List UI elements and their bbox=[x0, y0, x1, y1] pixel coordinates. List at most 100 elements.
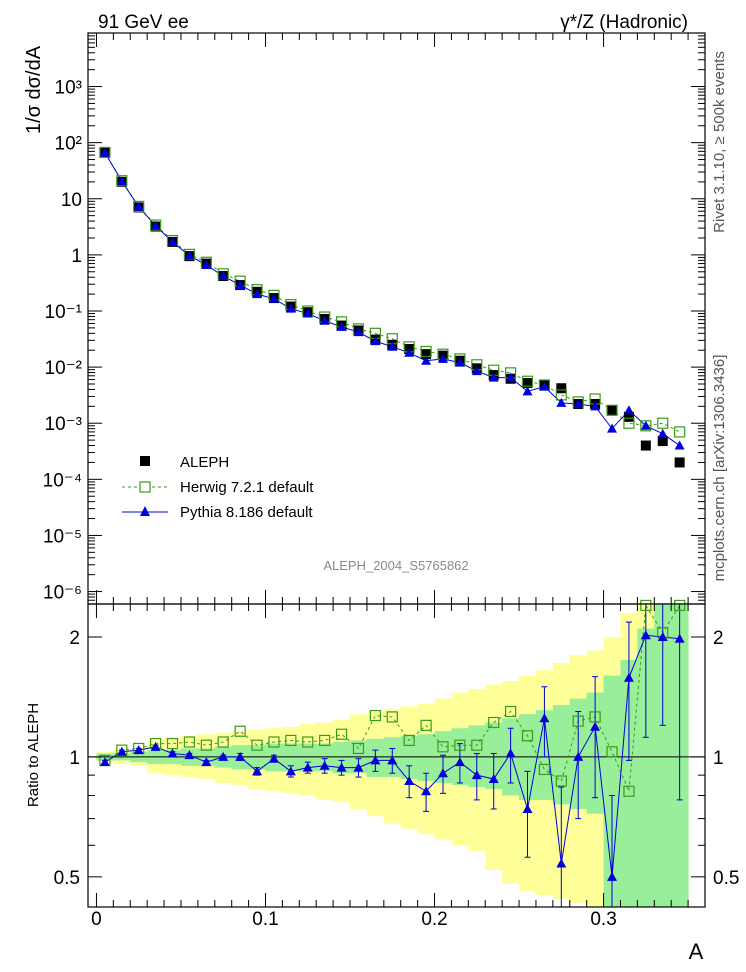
legend-pythia-label: Pythia 8.186 default bbox=[180, 504, 313, 521]
pythia-ratio-point bbox=[437, 768, 448, 778]
pythia-point bbox=[116, 176, 127, 186]
pythia-point bbox=[370, 336, 381, 346]
ratio-y-tick-labels: 0.5 0.5 1 1 2 2 bbox=[54, 628, 740, 889]
side-label-bottom: mcplots.cern.ch [arXiv:1306.3436] bbox=[711, 355, 728, 582]
top-y-tick-label: 10⁻¹ bbox=[45, 302, 83, 323]
x-tick-labels: 0 0.1 0.2 0.3 bbox=[91, 909, 617, 930]
herwig-ratio-line bbox=[104, 603, 681, 792]
stat-uncertainty-band bbox=[603, 675, 621, 907]
pythia-ratio-point bbox=[640, 630, 651, 640]
stat-uncertainty-band bbox=[417, 734, 436, 782]
pythia-ratio-point bbox=[556, 858, 567, 868]
pythia-ratio-point bbox=[302, 762, 313, 772]
pythia-point bbox=[640, 420, 651, 430]
herwig-ratio-point bbox=[454, 739, 466, 751]
pythia-ratio-point bbox=[370, 755, 381, 765]
herwig-ratio-point bbox=[555, 775, 567, 787]
pythia-ratio-point bbox=[99, 757, 110, 767]
legend-aleph-label: ALEPH bbox=[180, 454, 229, 471]
pythia-ratio-point bbox=[387, 755, 398, 765]
pythia-ratio-point bbox=[539, 713, 550, 723]
ratio-y-tick-label-left: 2 bbox=[69, 628, 80, 649]
pythia-point bbox=[437, 353, 448, 363]
pythia-ratio-point bbox=[336, 762, 347, 772]
legend-herwig-marker bbox=[139, 481, 151, 493]
herwig-ratio-point bbox=[369, 709, 381, 722]
pythia-point bbox=[319, 315, 330, 325]
top-y-axis-label: 1/σ dσ/dA bbox=[23, 45, 45, 134]
pythia-point bbox=[353, 327, 364, 337]
pythia-ratio-point bbox=[218, 751, 229, 761]
herwig-ratio-point bbox=[606, 746, 618, 758]
ratio-y-tick-label-right: 0.5 bbox=[713, 868, 739, 889]
main-distribution-panel: 10⁻⁶ 10⁻⁵ 10⁻⁴ 10⁻³ 10⁻² 10⁻¹ 1 10 10² 10³ 1/σ dσ… bbox=[23, 32, 706, 605]
herwig-ratio-point bbox=[352, 742, 365, 755]
header-right: γ*/Z (Hadronic) bbox=[560, 12, 688, 33]
pythia-ratio-point bbox=[607, 871, 618, 881]
ratio-y-tick-label-right: 1 bbox=[713, 748, 724, 769]
pythia-ratio-point bbox=[657, 631, 668, 641]
aleph-point bbox=[421, 349, 432, 360]
pythia-point bbox=[657, 428, 668, 438]
pythia-point bbox=[99, 147, 110, 157]
aleph-point bbox=[522, 378, 533, 389]
stat-uncertainty-band bbox=[637, 628, 655, 907]
top-y-tick-label: 10³ bbox=[55, 78, 82, 99]
top-y-tick-label: 10⁻⁵ bbox=[43, 526, 82, 547]
pythia-ratio-point bbox=[522, 804, 533, 814]
pythia-ratio-point bbox=[590, 721, 601, 731]
top-y-tick-labels: 10⁻⁶ 10⁻⁵ 10⁻⁴ 10⁻³ 10⁻² 10⁻¹ 1 10 10² 10³ bbox=[43, 78, 82, 604]
herwig-ratio-point bbox=[488, 716, 500, 729]
legend: ALEPH Herwig 7.2.1 default Pythia 8.186 … bbox=[122, 454, 314, 521]
ratio-data-series bbox=[99, 599, 686, 908]
pythia-point bbox=[488, 372, 499, 382]
pythia-point bbox=[235, 280, 246, 290]
pythia-point bbox=[268, 293, 279, 303]
herwig-ratio-point bbox=[335, 728, 348, 740]
ratio-y-tick-label-left: 0.5 bbox=[54, 868, 80, 889]
herwig-ratio-point bbox=[623, 785, 635, 797]
pythia-point bbox=[674, 440, 685, 450]
herwig-ratio-point bbox=[217, 736, 229, 748]
pythia-point bbox=[184, 250, 195, 260]
ratio-axis-ticks bbox=[88, 604, 705, 907]
aleph-point bbox=[607, 405, 618, 416]
side-label-top: Rivet 3.1.10, ≥ 500k events bbox=[711, 51, 728, 233]
pythia-ratio-point bbox=[319, 760, 330, 770]
herwig-ratio-point bbox=[471, 739, 483, 751]
pythia-ratio-point bbox=[184, 750, 195, 760]
ratio-panel: 0.5 0.5 1 1 2 2 0 0.1 0.2 0.3 Ratio to ALEPH A bbox=[25, 599, 740, 964]
herwig-point bbox=[133, 200, 145, 213]
x-tick-label: 0.3 bbox=[590, 909, 616, 930]
legend-herwig-label: Herwig 7.2.1 default bbox=[180, 479, 314, 496]
stat-uncertainty-band bbox=[654, 604, 672, 907]
herwig-ratio-point bbox=[268, 736, 280, 748]
pythia-point bbox=[150, 220, 161, 230]
pythia-point bbox=[404, 347, 415, 357]
pythia-point bbox=[522, 386, 533, 396]
pythia-point bbox=[556, 397, 567, 407]
header-left: 91 GeV ee bbox=[98, 12, 189, 33]
top-y-tick-label: 10² bbox=[55, 134, 82, 155]
herwig-ratio-point bbox=[437, 741, 449, 753]
pythia-point bbox=[623, 405, 634, 415]
pythia-ratio-point bbox=[454, 757, 465, 767]
pythia-ratio-point bbox=[488, 774, 499, 784]
herwig-ratio-point bbox=[420, 719, 432, 731]
pythia-point bbox=[133, 201, 144, 211]
aleph-point bbox=[640, 440, 651, 451]
herwig-point bbox=[116, 175, 128, 187]
legend-aleph-marker bbox=[140, 456, 150, 466]
pythia-point bbox=[454, 357, 465, 367]
herwig-ratio-point bbox=[572, 715, 584, 727]
pythia-point bbox=[252, 289, 263, 299]
pythia-ratio-point bbox=[167, 748, 178, 758]
herwig-ratio-point bbox=[403, 734, 415, 747]
herwig-ratio-point bbox=[640, 599, 652, 612]
pythia-point bbox=[285, 303, 296, 313]
herwig-line bbox=[104, 152, 680, 433]
herwig-ratio-point bbox=[674, 599, 686, 612]
pythia-ratio-point bbox=[201, 757, 212, 767]
pythia-ratio-point bbox=[505, 748, 516, 758]
legend-entry-herwig: Herwig 7.2.1 default bbox=[122, 479, 314, 496]
